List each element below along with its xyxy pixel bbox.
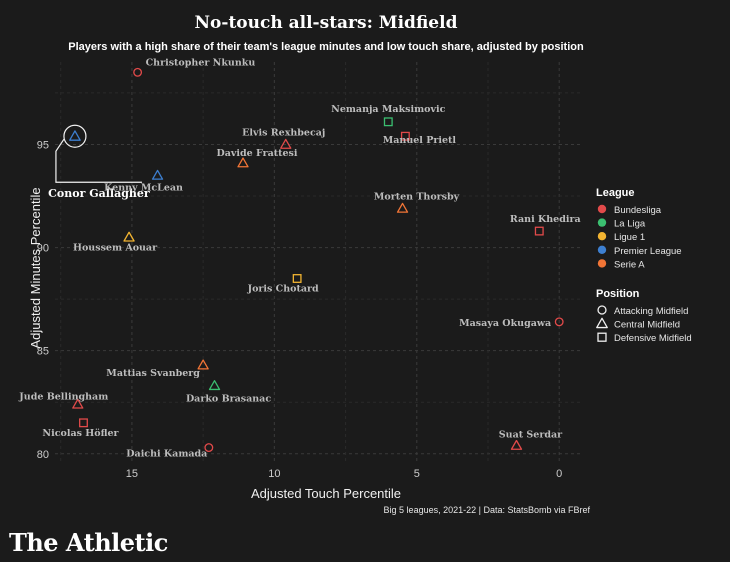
point-suat-serdar: [510, 439, 523, 450]
point-christopher-nkunku: [133, 67, 143, 77]
label-darko-brasanac: Darko Brasanac: [186, 394, 271, 405]
x-tick-label: 10: [268, 468, 280, 480]
y-tick-label: 90: [37, 243, 49, 255]
legend-item-attacking-midfield: Attacking Midfield: [614, 306, 688, 317]
legend-item-central-midfield: Central Midfield: [614, 320, 680, 331]
x-tick-label: 15: [126, 468, 138, 480]
legend-item-bundesliga: Bundesliga: [614, 205, 662, 216]
legend-shape-attacking-midfield: [597, 305, 607, 315]
legend-swatch-bundesliga: [597, 204, 607, 214]
legend-swatch-la-liga: [597, 218, 607, 227]
x-axis-label: Adjusted Touch Percentile: [251, 486, 401, 501]
x-tick-label: 5: [414, 468, 420, 480]
grid: [55, 62, 582, 462]
label-masaya-okugawa: Masaya Okugawa: [459, 318, 551, 329]
legend-swatch-premier-league: [597, 245, 607, 254]
label-suat-serdar: Suat Serdar: [499, 430, 563, 441]
data-points: Christopher Nkunku Nemanja Maksimovic Manu…: [18, 57, 580, 459]
axis-ticks: 15 10 5 0 80 85 90 95: [37, 139, 563, 480]
legend-shape-defensive-midfield: [597, 332, 607, 342]
legend-title-league: League: [596, 187, 635, 199]
label-houssem-aouar: Houssem Aouar: [73, 242, 158, 253]
legend-item-serie-a: Serie A: [614, 259, 645, 270]
y-axis-label: Adjusted Minutes Percentile: [28, 187, 43, 348]
chart-subtitle: Players with a high share of their team'…: [68, 41, 584, 53]
source-note: Big 5 leagues, 2021-22 | Data: StatsBomb…: [383, 505, 590, 515]
y-tick-label: 80: [37, 449, 49, 461]
legend-item-ligue-1: Ligue 1: [614, 232, 645, 243]
point-conor-gallagher: [69, 130, 81, 141]
label-elvis-rexhbecaj: Elvis Rexhbecaj: [242, 127, 325, 138]
point-houssem-aouar: [123, 231, 135, 242]
point-jude-bellingham: [72, 398, 84, 409]
label-manuel-prietl: Manuel Prietl: [383, 135, 457, 146]
legend-item-premier-league: Premier League: [614, 246, 682, 257]
label-conor-gallagher: Conor Gallagher: [48, 187, 150, 200]
point-darko-brasanac: [208, 380, 221, 391]
label-nicolas-h-fler: Nicolas Höfler: [42, 428, 119, 439]
point-kenny-mclean: [151, 169, 164, 180]
label-mattias-svanberg: Mattias Svanberg: [106, 368, 200, 379]
label-joris-chotard: Joris Chotard: [247, 283, 319, 294]
chart-title: No-touch all-stars: Midfield: [195, 13, 458, 33]
legend: League Bundesliga La Liga Ligue 1 Premier Le…: [596, 187, 692, 344]
label-davide-frattesi: Davide Frattesi: [216, 148, 297, 159]
legend-item-la-liga: La Liga: [614, 219, 646, 230]
point-joris-chotard: [292, 274, 302, 283]
point-manuel-prietl: [400, 131, 410, 141]
label-jude-bellingham: Jude Bellingham: [18, 391, 108, 402]
label-rani-khedira: Rani Khedira: [510, 214, 581, 225]
y-tick-label: 85: [37, 346, 49, 358]
point-nemanja-maksimovic: [383, 117, 393, 127]
label-kenny-mclean: Kenny McLean: [104, 182, 183, 193]
highlight-leader-line: [55, 138, 142, 183]
point-mattias-svanberg: [197, 359, 209, 370]
label-christopher-nkunku: Christopher Nkunku: [146, 57, 256, 68]
point-morten-thorsby: [396, 202, 409, 213]
legend-shape-central-midfield: [596, 317, 608, 329]
point-nicolas-h-fler: [79, 418, 88, 428]
legend-swatch-ligue-1: [597, 232, 607, 241]
label-nemanja-maksimovic: Nemanja Maksimovic: [331, 104, 445, 115]
highlight-callout: [55, 124, 142, 183]
highlight-ring: [63, 124, 87, 148]
legend-item-defensive-midfield: Defensive Midfield: [614, 333, 692, 344]
point-daichi-kamada: [204, 443, 214, 453]
point-davide-frattesi: [237, 157, 249, 168]
point-elvis-rexhbecaj: [280, 138, 292, 149]
y-tick-label: 95: [37, 139, 49, 151]
label-daichi-kamada: Daichi Kamada: [126, 449, 207, 460]
legend-title-position: Position: [596, 288, 640, 300]
x-tick-label: 0: [556, 468, 562, 480]
point-rani-khedira: [534, 226, 544, 236]
label-morten-thorsby: Morten Thorsby: [374, 191, 460, 202]
point-masaya-okugawa: [554, 317, 564, 327]
legend-swatch-serie-a: [597, 259, 607, 268]
brand-logo: The Athletic: [9, 528, 168, 557]
